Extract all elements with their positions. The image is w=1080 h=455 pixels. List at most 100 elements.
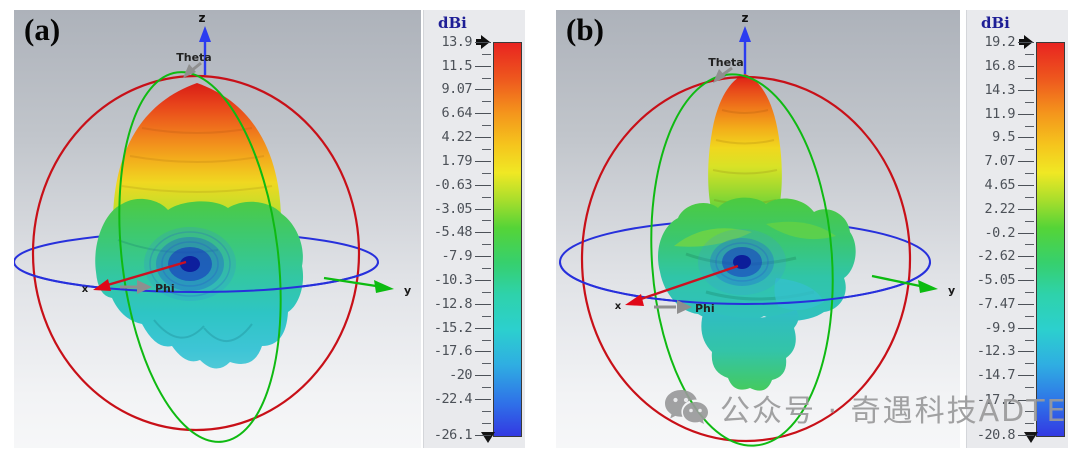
null-funnel: [698, 229, 786, 295]
colorbar-minor-tick: [482, 422, 491, 424]
y-axis: y: [871, 274, 955, 297]
colorbar-minor-tick: [482, 77, 491, 79]
colorbar-scale: 19.2 16.8 14.3 11.9 9.5 7.07 4.65 2.22 -0.2 -2.62…: [967, 34, 1068, 443]
colorbar-tick: [475, 113, 491, 115]
colorbar-minor-tick: [1025, 149, 1034, 151]
colorbar-a: dBi 13.9 11.5 9.07 6.64 4.22 1.79 -0.63 -3.05 -5…: [423, 10, 525, 448]
plot-panel-a: y z Theta x: [14, 10, 421, 448]
x-axis-label: x: [82, 284, 89, 295]
lobe-highlight-right: [766, 221, 836, 240]
theta-label: Theta: [176, 51, 211, 64]
lobe-contours: [117, 239, 253, 343]
bottom-lobes: [701, 310, 799, 391]
colorbar-tick: [475, 304, 491, 306]
x-axis-label: x: [615, 301, 622, 312]
colorbar-tick: [1018, 42, 1034, 43]
colorbar-gradient: [1036, 42, 1065, 437]
colorbar-tick: [1018, 90, 1034, 92]
colorbar-tick: [1018, 161, 1034, 163]
colorbar-b: dBi 19.2 16.8 14.3 11.9 9.5 7.07 4.65 2.22 -0.2 -…: [966, 10, 1068, 448]
colorbar-tick-label: 19.2: [984, 34, 1015, 50]
colorbar-tick-label: -0.2: [984, 224, 1015, 241]
colorbar-tick-label: -20: [449, 367, 472, 384]
x-axis-arrowhead: [93, 279, 111, 291]
colorbar-tick: [475, 65, 491, 67]
colorbar-min-marker: [481, 432, 495, 443]
colorbar-minor-tick: [1025, 101, 1034, 103]
colorbar-tick: [1018, 375, 1034, 377]
colorbar-minor-tick: [482, 125, 491, 127]
colorbar-minor-tick: [1025, 387, 1034, 389]
colorbar-tick-label: -3.05: [433, 200, 473, 217]
colorbar-minor-tick: [482, 267, 491, 269]
lobe-highlight-left: [674, 228, 752, 247]
panel-label-b: (b): [566, 12, 604, 47]
colorbar-minor-tick: [1025, 363, 1034, 365]
colorbar-minor-tick: [1025, 411, 1034, 413]
colorbar-tick-label: -9.9: [984, 319, 1015, 336]
theta-arrowhead: [713, 69, 726, 83]
colorbar-tick: [475, 137, 491, 139]
colorbar-tick-label: -0.63: [433, 176, 473, 193]
z-axis-label: z: [742, 11, 749, 25]
colorbar-tick-label: 11.9: [984, 105, 1015, 122]
colorbar-tick-label: 9.07: [441, 81, 472, 98]
colorbar-tick-label: 13.9: [441, 34, 472, 50]
colorbar-tick: [475, 256, 491, 258]
watermark-text: 公众号 · 奇遇科技ADTE: [720, 394, 1068, 429]
theta-label: Theta: [708, 56, 743, 69]
colorbar-tick: [1018, 113, 1034, 115]
phi-arrowhead: [137, 280, 152, 294]
colorbar-min-marker: [1024, 432, 1038, 443]
colorbar-minor-tick: [482, 363, 491, 365]
colorbar-tick: [1018, 435, 1034, 436]
colorbar-tick: [475, 375, 491, 377]
radiation-pattern-b: y z Theta x: [559, 11, 955, 447]
colorbar-tick-label: 4.65: [984, 176, 1015, 193]
green-great-circle: [650, 73, 834, 447]
colorbar-tick: [1018, 137, 1034, 139]
main-lobe: [708, 74, 782, 231]
colorbar-minor-tick: [482, 339, 491, 341]
colorbar-tick: [475, 160, 491, 162]
x-axis-arrowhead: [625, 294, 644, 306]
z-axis-arrowhead: [739, 26, 751, 42]
colorbar-tick-label: -7.9: [441, 248, 472, 265]
colorbar-tick-label: 6.64: [441, 105, 472, 122]
colorbar-minor-tick: [1025, 53, 1034, 55]
colorbar-tick-label: -2.62: [976, 248, 1016, 265]
colorbar-tick: [475, 327, 491, 329]
colorbar-tick-label: -12.8: [433, 296, 473, 313]
colorbar-tick: [1018, 399, 1034, 401]
phi-label: Phi: [155, 282, 175, 295]
colorbar-tick: [475, 208, 491, 210]
colorbar-tick: [475, 398, 491, 400]
colorbar-tick-label: 4.22: [441, 129, 472, 146]
x-axis: x: [615, 264, 739, 312]
colorbar-minor-tick: [1025, 268, 1034, 270]
green-great-circle: [118, 71, 282, 443]
phi-label: Phi: [695, 302, 715, 315]
colorbar-minor-tick: [1025, 125, 1034, 127]
colorbar-tick-label: -5.05: [976, 272, 1016, 289]
colorbar-tick: [475, 232, 491, 234]
z-axis: z: [199, 11, 211, 75]
colorbar-minor-tick: [1025, 423, 1034, 425]
colorbar-tick-label: -26.1: [433, 427, 473, 443]
colorbar-tick: [475, 89, 491, 91]
theta-marker: Theta: [176, 51, 212, 78]
y-axis-label: y: [404, 284, 411, 297]
y-axis-arrowhead: [374, 280, 394, 293]
radiation-pattern-a: y z Theta x: [14, 11, 411, 443]
colorbar-tick: [475, 435, 491, 436]
colorbar-tick: [475, 279, 491, 281]
colorbar-tick: [475, 42, 491, 43]
colorbar-tick-label: -20.8: [976, 427, 1016, 443]
watermark: 公众号 · 奇遇科技ADTE: [664, 386, 1068, 430]
phi-arrowhead: [677, 300, 692, 314]
null-funnel: [144, 227, 236, 301]
colorbar-tick-label: 9.5: [992, 129, 1015, 146]
beam-contour-bands: [712, 109, 778, 205]
colorbar-tick: [1018, 327, 1034, 329]
colorbar-minor-tick: [482, 386, 491, 388]
